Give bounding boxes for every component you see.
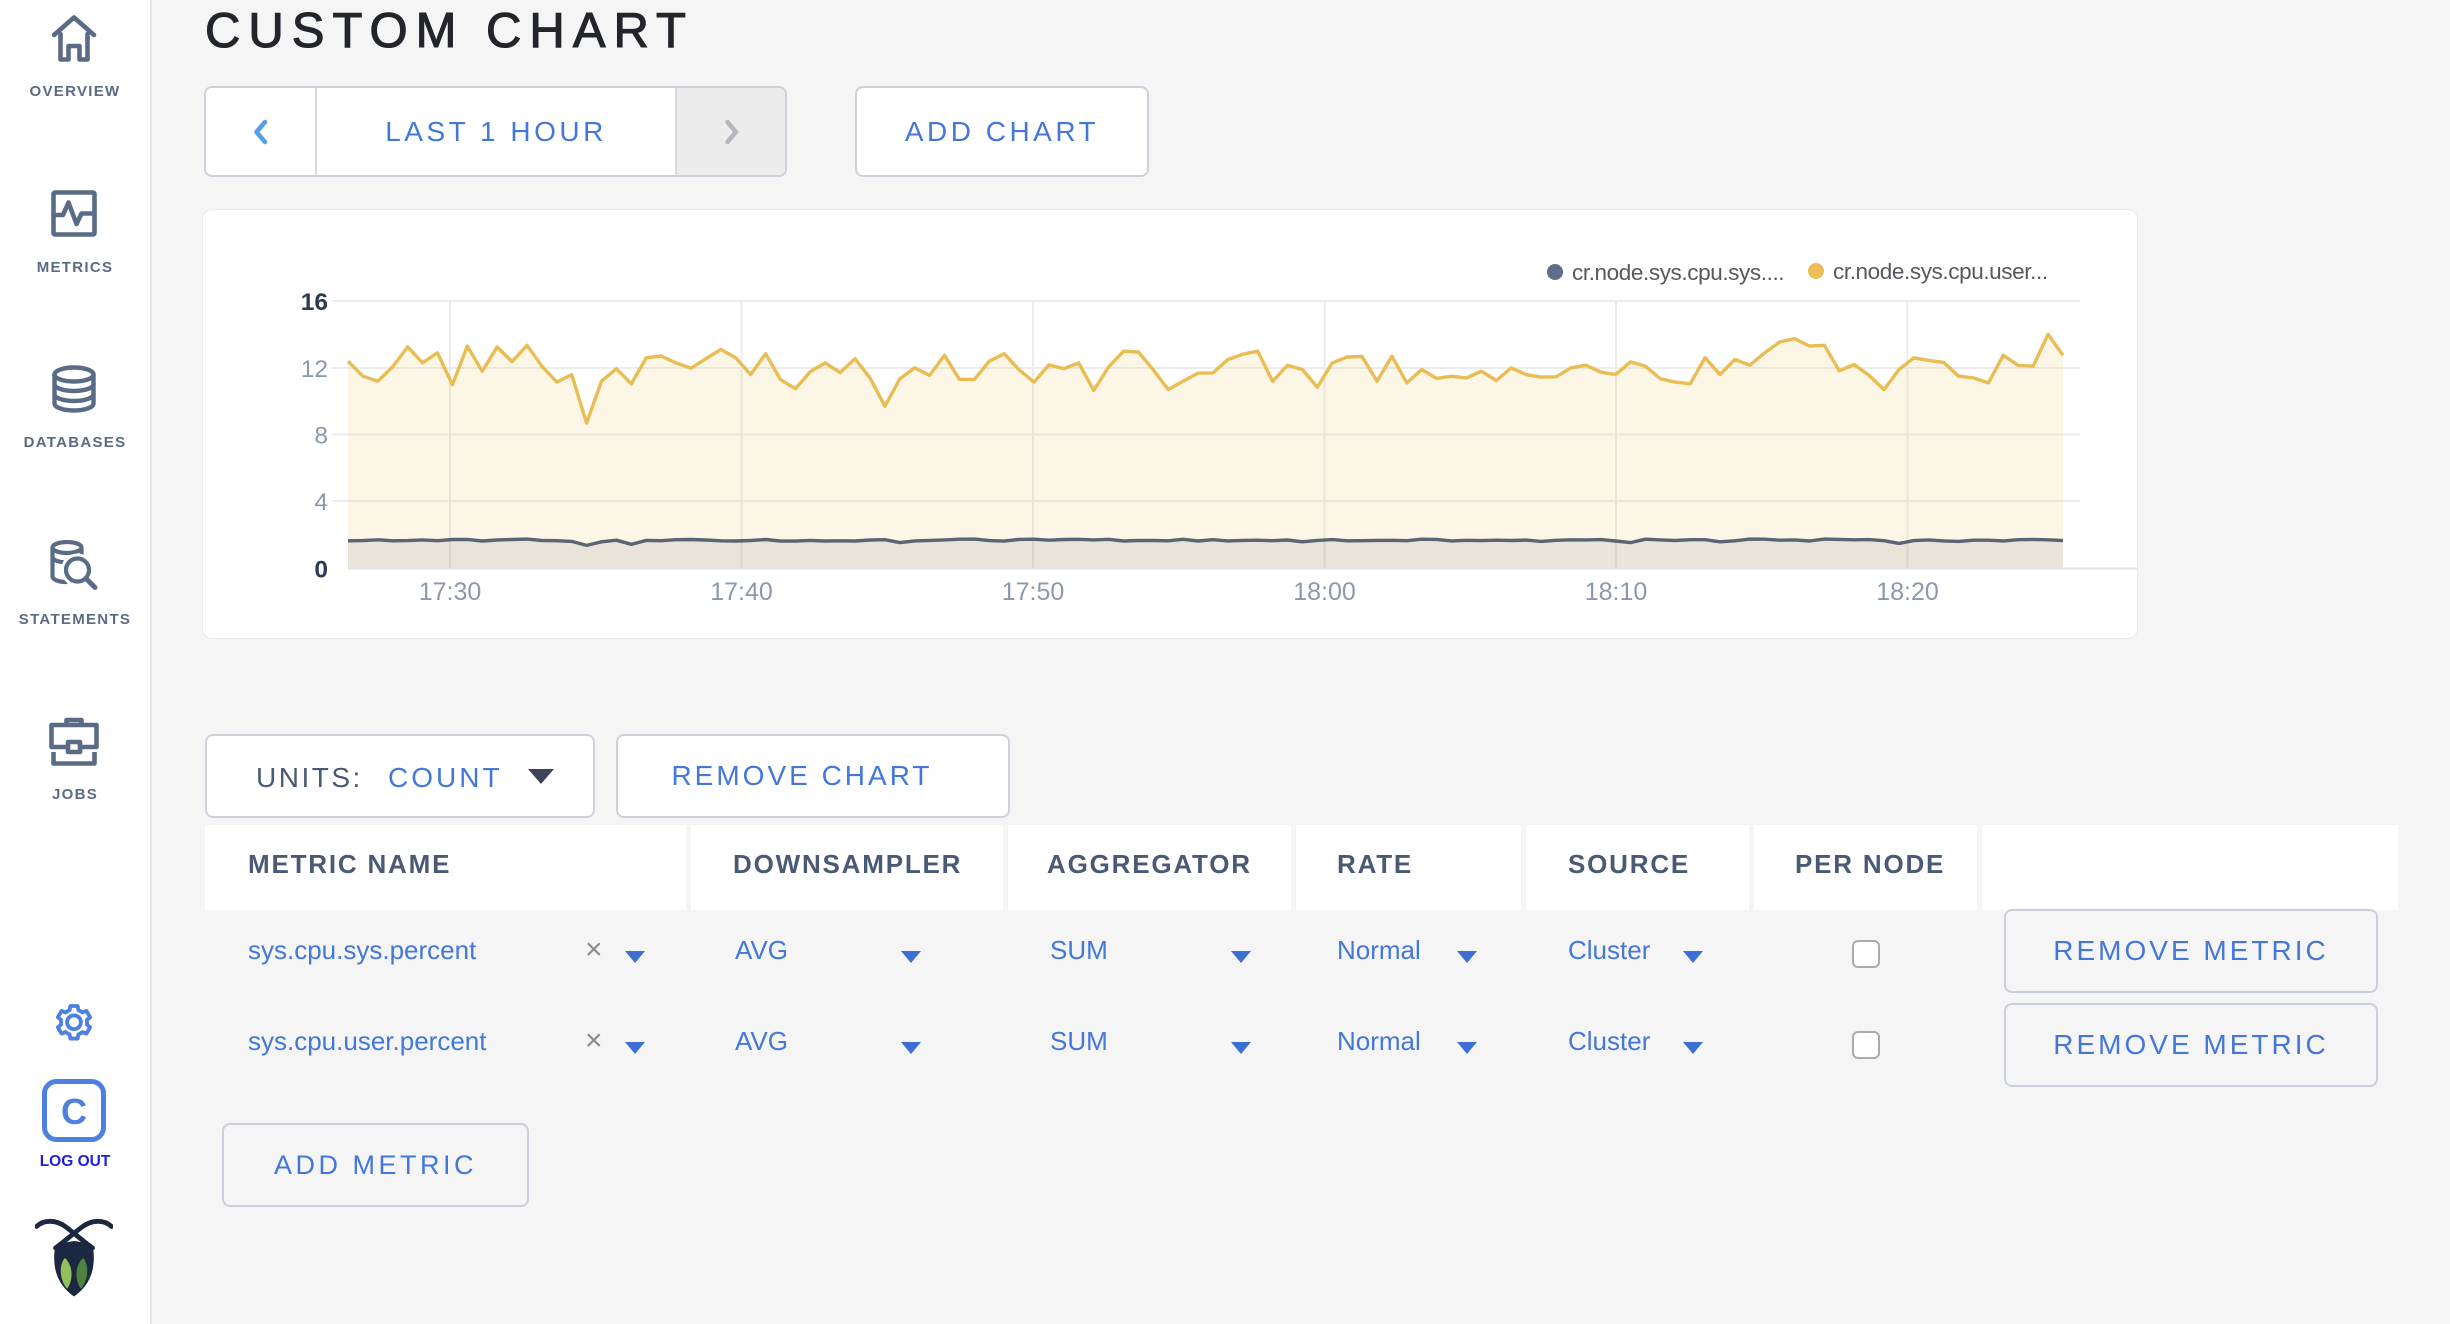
svg-text:16: 16 — [301, 289, 328, 316]
svg-text:8: 8 — [314, 423, 328, 450]
svg-text:C: C — [61, 1091, 87, 1132]
svg-text:cr.node.sys.cpu.user...: cr.node.sys.cpu.user... — [1833, 259, 2048, 284]
svg-text:12: 12 — [301, 356, 328, 383]
svg-text:cr.node.sys.cpu.sys....: cr.node.sys.cpu.sys.... — [1572, 260, 1784, 285]
svg-text:17:40: 17:40 — [710, 578, 773, 606]
svg-text:18:10: 18:10 — [1585, 578, 1648, 606]
svg-text:18:20: 18:20 — [1876, 578, 1939, 606]
svg-text:17:50: 17:50 — [1002, 578, 1065, 606]
svg-text:0: 0 — [314, 557, 328, 584]
svg-text:17:30: 17:30 — [419, 578, 482, 606]
svg-text:18:00: 18:00 — [1293, 578, 1356, 606]
svg-text:4: 4 — [314, 489, 328, 516]
